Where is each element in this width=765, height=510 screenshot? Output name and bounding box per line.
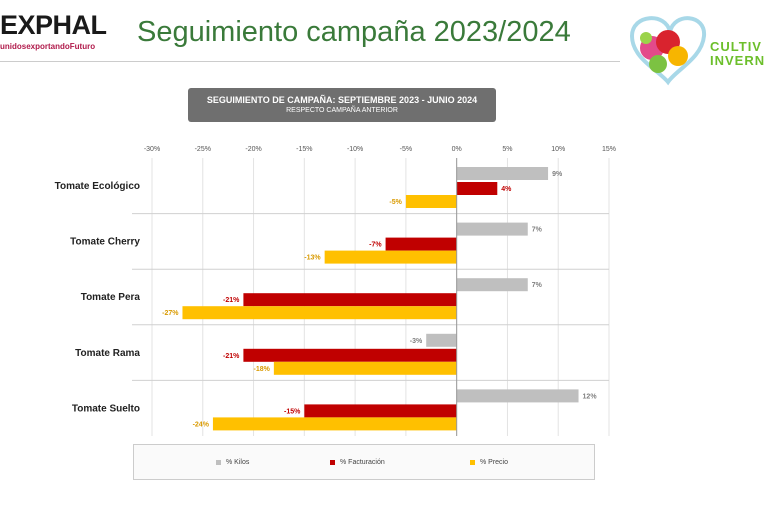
data-label-kilos: 7% [532, 282, 543, 289]
data-label-precio: -13% [304, 255, 321, 262]
bar-kilos [456, 222, 528, 236]
chart-title-banner: SEGUIMIENTO DE CAMPAÑA: SEPTIEMBRE 2023 … [188, 88, 496, 122]
data-label-facturacion: 4% [501, 186, 512, 193]
header-divider [0, 61, 620, 62]
x-tick-label: -10% [347, 146, 363, 153]
exphal-logo: EXPHAL unidosexportandoFuturo [0, 10, 120, 62]
data-label-facturacion: -15% [284, 408, 301, 415]
bar-facturacion [243, 348, 457, 362]
bar-kilos [426, 333, 457, 347]
data-label-precio: -27% [162, 310, 179, 317]
x-tick-label: 15% [602, 146, 616, 153]
chart-subtitle: RESPECTO CAMPAÑA ANTERIOR [286, 107, 398, 114]
bar-precio [273, 361, 457, 375]
data-label-kilos: 9% [552, 171, 563, 178]
page-title: Seguimiento campaña 2023/2024 [137, 16, 571, 48]
bar-facturacion [456, 182, 498, 195]
category-label: Tomate Suelto [72, 403, 140, 414]
heart-logo-icon [629, 12, 728, 86]
bar-precio [182, 306, 457, 320]
data-label-precio: -24% [193, 421, 210, 428]
legend-swatch-facturacion [330, 459, 335, 465]
legend-item-kilos: % Kilos [216, 459, 249, 466]
cultiva-logo-line2: INVERNA [710, 53, 765, 68]
legend-swatch-kilos [216, 459, 221, 465]
x-tick-label: -5% [400, 146, 412, 153]
bar-kilos [456, 167, 549, 180]
category-label: Tomate Pera [81, 292, 141, 303]
legend-label-precio: % Precio [480, 459, 509, 466]
bar-kilos [456, 278, 528, 292]
legend-label-kilos: % Kilos [226, 459, 250, 466]
category-label: Tomate Ecológico [55, 181, 140, 192]
legend-item-facturacion: % Facturación [330, 459, 385, 466]
chart-title: SEGUIMIENTO DE CAMPAÑA: SEPTIEMBRE 2023 … [206, 95, 478, 105]
bar-facturacion [304, 404, 457, 418]
data-label-facturacion: -21% [223, 353, 240, 360]
legend-item-precio: % Precio [470, 459, 508, 466]
data-label-facturacion: -21% [223, 297, 240, 304]
x-tick-label: -25% [195, 146, 211, 153]
cultiva-logo-line1: CULTIV [710, 39, 762, 54]
cultiva-invernadero-logo: CULTIV INVERNA [618, 8, 765, 86]
x-tick-label: 5% [502, 146, 512, 153]
bar-facturacion [385, 237, 457, 251]
bar-precio [212, 417, 457, 431]
data-label-kilos: 7% [532, 227, 543, 234]
legend-label-facturacion: % Facturación [340, 459, 385, 466]
bar-facturacion [243, 293, 457, 307]
x-tick-label: -30% [144, 146, 160, 153]
legend-swatch-precio [470, 459, 475, 465]
data-label-facturacion: -7% [369, 242, 382, 249]
x-tick-label: -15% [296, 146, 312, 153]
x-tick-label: -20% [245, 146, 261, 153]
category-label: Tomate Cherry [70, 237, 140, 248]
exphal-logo-tagline: unidosexportandoFuturo [0, 42, 96, 51]
category-label: Tomate Rama [75, 348, 140, 359]
cultiva-logo-text: CULTIV INVERNA [710, 40, 765, 68]
data-label-precio: -18% [254, 366, 271, 373]
bar-precio [324, 250, 457, 264]
data-label-kilos: 12% [583, 393, 598, 400]
bar-kilos [456, 389, 579, 403]
data-label-kilos: -3% [410, 338, 423, 345]
bar-precio [405, 195, 457, 208]
exphal-logo-text: EXPHAL [0, 10, 107, 40]
data-label-precio: -5% [389, 199, 402, 206]
x-tick-label: 0% [452, 146, 462, 153]
x-tick-label: 10% [551, 146, 565, 153]
chart-legend: % Kilos % Facturación % Precio [133, 444, 595, 480]
